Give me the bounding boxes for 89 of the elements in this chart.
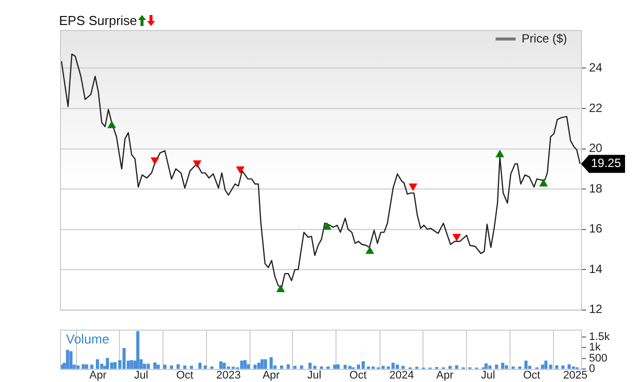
y-tick-label: 500 xyxy=(589,352,608,364)
bar xyxy=(561,365,565,369)
bar xyxy=(100,364,104,369)
y-tick-label: 14 xyxy=(589,262,603,276)
bar xyxy=(524,360,528,369)
bar xyxy=(106,358,110,369)
bar xyxy=(293,366,296,369)
bar xyxy=(96,359,100,369)
annotation: 19.25 xyxy=(591,156,622,170)
bar xyxy=(130,360,134,369)
x-tick-label: Apr xyxy=(262,370,280,382)
point xyxy=(323,222,332,230)
bar xyxy=(219,361,222,369)
point xyxy=(452,234,461,241)
bar xyxy=(170,365,174,369)
bar xyxy=(69,351,72,369)
bar xyxy=(280,365,284,369)
x-tick-label: 2025 xyxy=(563,370,588,382)
point xyxy=(276,285,285,292)
x-tick-label: Oct xyxy=(349,370,367,382)
bar xyxy=(488,365,492,369)
bar xyxy=(240,360,244,369)
bar xyxy=(183,365,186,369)
bar xyxy=(136,331,140,369)
y-tick-label: 12 xyxy=(589,302,603,316)
legend-title: EPS Surprise xyxy=(59,13,138,28)
bar xyxy=(448,366,452,369)
x-tick-label: Oct xyxy=(176,370,194,382)
bar xyxy=(401,366,405,369)
x-tick-label: 2023 xyxy=(216,370,241,382)
bar xyxy=(260,359,264,369)
x-tick-label: Oct xyxy=(523,370,540,382)
bar xyxy=(90,364,94,369)
y-tick-label: 1.5k xyxy=(589,331,610,344)
point xyxy=(366,246,374,254)
bar xyxy=(286,364,290,369)
x-tick-label: Jul xyxy=(134,370,148,382)
bar xyxy=(176,364,180,369)
bar xyxy=(396,364,399,369)
text: Price ($) xyxy=(522,31,568,46)
bar xyxy=(156,364,160,369)
bar xyxy=(204,365,207,369)
bar xyxy=(76,365,80,369)
bar xyxy=(300,365,304,369)
bar xyxy=(494,364,498,369)
x-tick-label: Jul xyxy=(480,370,496,382)
y-tick-label: 0 xyxy=(589,363,596,376)
x-tick-label: 2024 xyxy=(389,370,414,382)
bar xyxy=(257,362,260,369)
y-tick-label: 20 xyxy=(589,141,603,156)
bar xyxy=(484,363,488,369)
bar xyxy=(336,364,340,369)
bar xyxy=(222,362,226,369)
point xyxy=(409,184,417,191)
point xyxy=(193,160,202,168)
bar xyxy=(568,364,571,369)
bar xyxy=(455,365,458,369)
bar xyxy=(198,362,202,369)
bar xyxy=(333,364,336,369)
bar xyxy=(84,364,88,369)
y-tick-label: 24 xyxy=(589,60,603,75)
bar xyxy=(153,362,156,369)
x-tick-label: Jul xyxy=(307,370,322,382)
bar xyxy=(66,350,70,369)
bar xyxy=(146,364,150,369)
bar xyxy=(122,348,126,369)
y-tick-label: 1k xyxy=(589,342,602,354)
bar xyxy=(163,364,166,369)
bar xyxy=(243,360,247,369)
y-tick-label: 16 xyxy=(589,222,603,236)
bar xyxy=(253,364,257,369)
x-tick-label: Apr xyxy=(436,370,454,382)
bar xyxy=(110,362,114,369)
bar xyxy=(246,364,250,369)
point xyxy=(236,166,244,174)
bar xyxy=(540,364,544,369)
bar xyxy=(501,362,504,369)
x-tick-label: Apr xyxy=(89,370,107,382)
bar xyxy=(142,364,146,369)
y-tick-label: 18 xyxy=(589,181,603,196)
bar xyxy=(82,364,85,369)
bar xyxy=(264,359,268,369)
y-tick-label: 22 xyxy=(589,100,603,115)
bar xyxy=(555,365,558,369)
chart-title: Volume xyxy=(66,332,110,347)
bar xyxy=(504,365,508,369)
bar xyxy=(270,357,273,369)
point xyxy=(150,157,159,164)
bar xyxy=(190,366,194,369)
